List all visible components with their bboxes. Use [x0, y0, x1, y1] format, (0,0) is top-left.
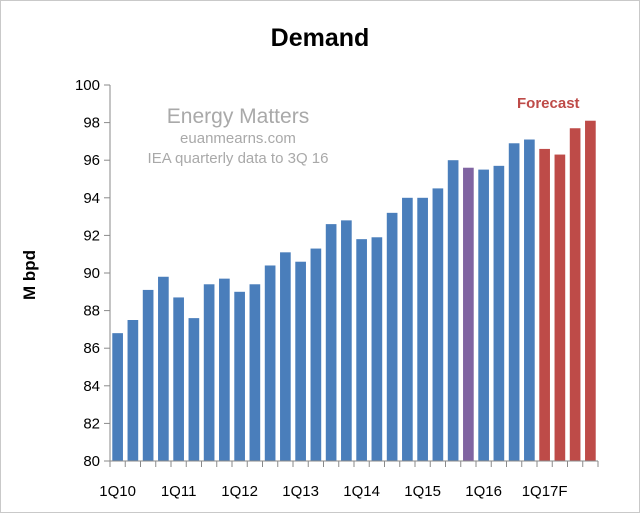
chart-title: Demand — [270, 24, 370, 52]
y-tick-label: 92 — [83, 227, 100, 244]
demand-bar — [508, 143, 520, 461]
demand-bar — [280, 252, 291, 461]
y-tick-label: 90 — [83, 265, 100, 282]
x-tick-label: 1Q12 — [221, 483, 258, 500]
demand-bar — [188, 318, 200, 461]
demand-bar — [478, 169, 489, 461]
demand-bar — [463, 167, 474, 461]
watermark-note: IEA quarterly data to 3Q 16 — [147, 150, 329, 167]
demand-bar — [417, 197, 428, 462]
demand-bar — [219, 278, 230, 461]
y-ticks-group: 80 82 84 86 88 90 92 94 96 98 100 — [75, 77, 110, 470]
y-tick-label: 88 — [83, 303, 100, 320]
watermark-site: euanmearns.com — [180, 130, 296, 147]
y-tick-label: 86 — [83, 340, 100, 357]
demand-bar — [432, 188, 444, 461]
demand-bar — [112, 333, 123, 461]
x-tick-label: 1Q17F — [522, 483, 568, 500]
demand-bar — [524, 139, 535, 461]
x-tick-label: 1Q10 — [99, 483, 136, 500]
demand-bar — [493, 165, 505, 461]
x-tick-label: 1Q13 — [282, 483, 319, 500]
demand-bar — [310, 248, 322, 461]
x-tick-label: 1Q15 — [404, 483, 441, 500]
demand-bar — [356, 239, 367, 461]
demand-bar — [386, 212, 398, 461]
forecast-label: Forecast — [517, 95, 580, 112]
bars-group — [112, 120, 596, 462]
y-tick-label: 98 — [83, 115, 100, 132]
forecast-bar — [539, 148, 550, 462]
y-tick-label: 94 — [83, 190, 100, 207]
demand-bar — [142, 289, 154, 461]
demand-bar — [173, 297, 184, 461]
demand-bar — [158, 276, 169, 461]
x-tick-label: 1Q14 — [343, 483, 380, 500]
demand-bar — [249, 284, 261, 461]
watermark: Energy Matters euanmearns.com IEA quarte… — [148, 105, 329, 169]
forecast-bar — [554, 154, 566, 461]
demand-bar — [447, 160, 459, 461]
demand-bar — [402, 197, 413, 462]
y-tick-label: 80 — [83, 453, 100, 470]
demand-bar — [264, 265, 276, 461]
forecast-bar — [585, 120, 596, 461]
demand-bar — [203, 284, 215, 461]
watermark-title: Energy Matters — [166, 105, 310, 128]
x-tick-label: 1Q11 — [161, 483, 197, 500]
forecast-bar — [569, 128, 581, 462]
demand-bar — [371, 237, 383, 461]
y-tick-label: 96 — [83, 152, 100, 169]
x-ticks-group: 1Q10 1Q11 1Q12 1Q13 1Q14 1Q15 1Q16 1Q17F — [99, 461, 599, 500]
x-tick-label: 1Q16 — [465, 483, 502, 500]
demand-bar — [127, 320, 139, 461]
y-tick-label: 100 — [75, 77, 100, 94]
y-tick-label: 84 — [83, 378, 100, 395]
demand-bar — [234, 291, 245, 461]
demand-bar — [325, 224, 337, 461]
demand-bar — [295, 261, 306, 461]
y-tick-label: 82 — [83, 415, 100, 432]
demand-bar — [341, 220, 352, 461]
